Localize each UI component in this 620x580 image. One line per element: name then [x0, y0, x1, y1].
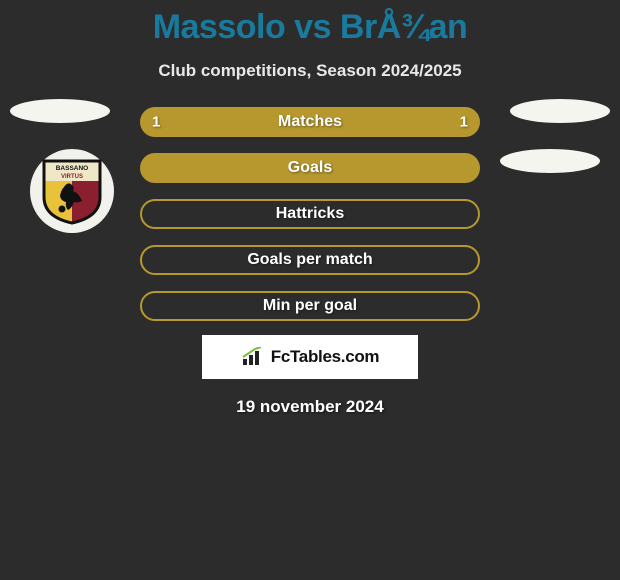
stat-row: Goals per match	[0, 245, 620, 291]
page-title: Massolo vs BrÅ¾an	[0, 0, 620, 47]
stat-label: Goals	[142, 159, 478, 177]
stat-bar-matches: 1 Matches 1	[140, 107, 480, 137]
stat-row: Goals	[0, 153, 620, 199]
stat-label: Min per goal	[142, 297, 478, 315]
stat-row: Hattricks	[0, 199, 620, 245]
stat-bar-gpm: Goals per match	[140, 245, 480, 275]
stat-bar-mpg: Min per goal	[140, 291, 480, 321]
stat-right-value: 1	[460, 114, 468, 131]
stat-bar-goals: Goals	[140, 153, 480, 183]
stat-bar-hattricks: Hattricks	[140, 199, 480, 229]
brand-text: FcTables.com	[271, 347, 380, 367]
stat-label: Goals per match	[142, 251, 478, 269]
stat-label: Hattricks	[142, 205, 478, 223]
stat-row: Min per goal	[0, 291, 620, 337]
brand-bars-icon	[241, 347, 267, 367]
snapshot-date: 19 november 2024	[0, 397, 620, 417]
stat-row: 1 Matches 1	[0, 107, 620, 153]
brand-box[interactable]: FcTables.com	[202, 335, 418, 379]
season-subtitle: Club competitions, Season 2024/2025	[0, 61, 620, 81]
stat-label: Matches	[142, 113, 478, 131]
stats-area: BASSANO VIRTUS 1 Matches 1 Goals Hattric…	[0, 107, 620, 337]
